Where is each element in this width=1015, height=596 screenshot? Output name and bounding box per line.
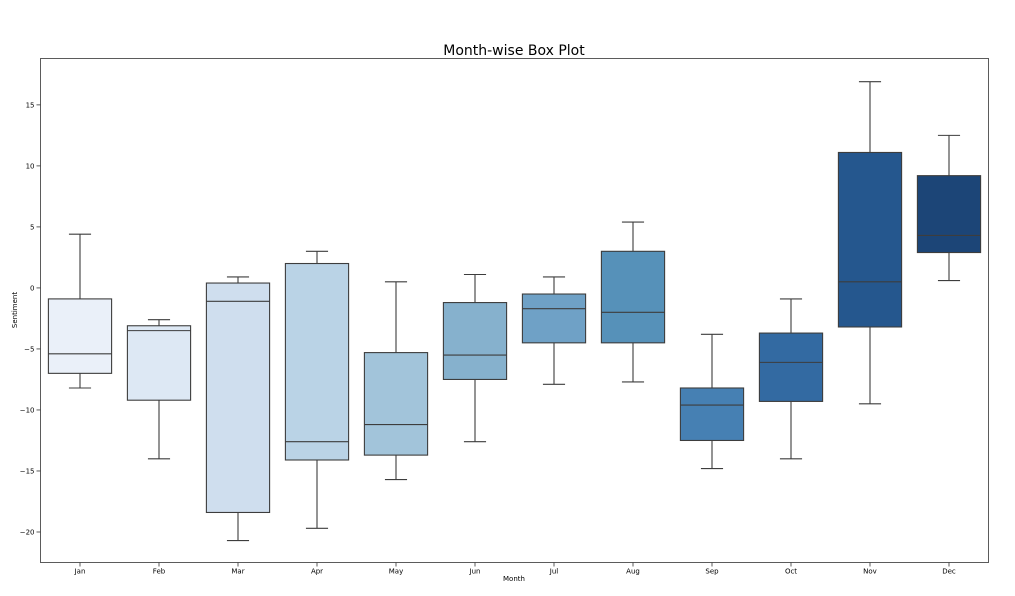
box-apr (284, 250, 350, 529)
y-tick-label: −20 (20, 528, 35, 536)
y-tick-label: −15 (20, 467, 35, 475)
plot-frame (40, 58, 989, 563)
x-axis-label: Month (503, 575, 525, 583)
y-tick-label: 5 (30, 223, 34, 231)
chart-title: Month-wise Box Plot (443, 43, 585, 59)
box-aug (600, 221, 666, 383)
box-iqr (679, 387, 745, 442)
box-may (363, 281, 429, 481)
x-tick-label: Jun (469, 568, 481, 576)
x-tick-label: Mar (231, 568, 244, 576)
x-tick-label: Nov (863, 568, 877, 576)
y-tick-label: 0 (30, 284, 34, 292)
y-tick-label: −10 (20, 406, 35, 414)
box-iqr (205, 282, 271, 514)
x-axis-ticks: Jan Feb Mar Apr May Jun Jul Aug Sep Oct Nov Dec (74, 562, 956, 576)
box-jun (442, 273, 508, 443)
x-tick-label: Oct (785, 568, 797, 576)
x-tick-label: Feb (153, 568, 166, 576)
x-tick-label: Sep (705, 568, 719, 576)
box-iqr (363, 352, 429, 456)
box-dec (916, 134, 982, 282)
box-mar (205, 276, 271, 542)
box-oct (758, 298, 824, 460)
box-iqr (758, 332, 824, 402)
box-iqr (126, 325, 192, 401)
box-iqr (600, 250, 666, 344)
x-tick-label: Apr (311, 568, 323, 576)
box-jul (521, 276, 587, 385)
x-tick-label: Jul (549, 568, 559, 576)
box-iqr (521, 293, 587, 344)
box-iqr (837, 151, 903, 328)
box-iqr (442, 302, 508, 380)
y-axis-label: Sentiment (11, 292, 19, 328)
y-tick-label: 10 (26, 162, 35, 170)
x-tick-label: Dec (942, 568, 956, 576)
box-feb (126, 319, 192, 460)
y-axis-ticks: −20 −15 −10 −5 0 5 10 15 (20, 101, 41, 536)
box-jan (47, 233, 113, 389)
x-tick-label: Aug (626, 568, 640, 576)
y-tick-label: 15 (26, 101, 35, 109)
x-tick-label: May (389, 568, 403, 576)
y-tick-label: −5 (24, 345, 34, 353)
x-tick-label: Jan (74, 568, 86, 576)
box-iqr (916, 175, 982, 254)
boxes-group (47, 81, 982, 542)
box-iqr (284, 262, 350, 461)
box-iqr (47, 298, 113, 374)
box-sep (679, 333, 745, 470)
box-nov (837, 81, 903, 405)
